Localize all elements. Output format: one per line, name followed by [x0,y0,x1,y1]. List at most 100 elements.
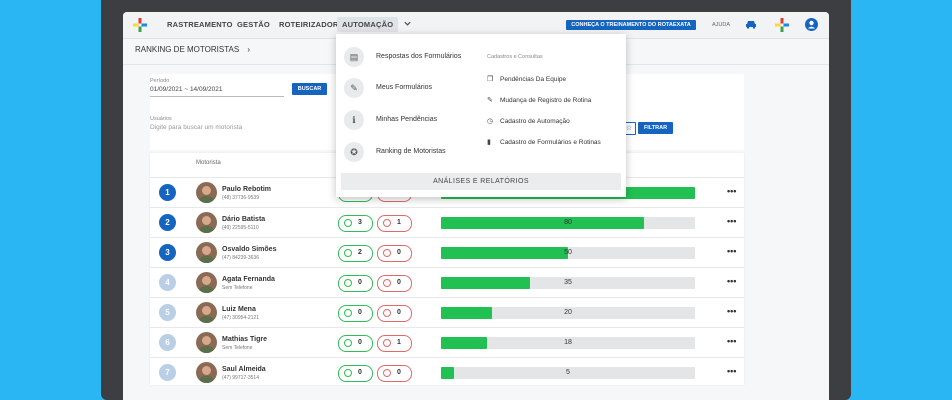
negative-events-pill[interactable]: 0 [377,245,412,262]
driver-name[interactable]: Paulo Rebotim [222,186,272,193]
page-title: RANKING DE MOTORISTAS [135,45,240,54]
driver-name[interactable]: Osvaldo Simões [222,246,277,253]
period-underline [150,96,284,97]
positive-events-pill[interactable]: 0 [338,275,373,292]
training-promo-button[interactable]: CONHEÇA O TREINAMENTO DO ROTAEXATA [566,20,696,30]
rank-badge: 5 [159,304,176,321]
negative-events-pill[interactable]: 1 [377,335,412,352]
rotaexata-logo-icon[interactable] [775,18,789,32]
positive-events-pill[interactable]: 0 [338,365,373,382]
driver-phone: (47) 30954-2121 [222,315,259,321]
score-value: 18 [564,339,572,346]
driver-phone: Sem Telefone [222,285,253,291]
positive-count: 0 [358,369,362,376]
score-bar-fill [441,307,492,319]
smile-icon [344,339,352,347]
frown-icon [383,279,391,287]
timer-icon: ◷ [487,118,494,125]
driver-avatar [196,212,217,233]
edit-icon: ✎ [487,97,493,104]
driver-name[interactable]: Saul Almeida [222,366,266,373]
info-document-icon: ℹ [344,110,364,130]
more-options-icon[interactable]: ••• [727,306,737,316]
positive-events-pill[interactable]: 0 [338,305,373,322]
nav-gestao[interactable]: GESTÃO [237,20,270,29]
positive-events-pill[interactable]: 0 [338,335,373,352]
score-bar: 35 [441,277,695,289]
more-options-icon[interactable]: ••• [727,336,737,346]
period-input[interactable]: 01/09/2021 ~ 14/09/2021 [150,86,223,93]
more-options-icon[interactable]: ••• [727,366,737,376]
menu-item-team-pending[interactable]: ❐ Pendências Da Equipe [487,76,567,83]
driver-avatar [196,272,217,293]
driver-phone: (48) 37736-9539 [222,195,259,201]
column-header-driver: Motorista [196,160,221,166]
driver-name[interactable]: Dário Batista [222,216,266,223]
rank-badge: 3 [159,244,176,261]
more-options-icon[interactable]: ••• [727,246,737,256]
score-value: 35 [564,279,572,286]
ranking-table: Motorista 1 Paulo Rebotim (48) 37736-9539 •… [150,153,744,385]
driver-avatar [196,362,217,383]
driver-name[interactable]: Mathias Tigre [222,336,267,343]
period-label: Período [150,78,170,84]
positive-count: 0 [358,279,362,286]
driver-name[interactable]: Agata Fernanda [222,276,275,283]
table-row[interactable]: 6 Mathias Tigre Sem Telefone 0 1 18 ••• [150,327,744,358]
analytics-reports-button[interactable]: ANÁLISES E RELATÓRIOS [341,173,621,190]
rank-badge: 6 [159,334,176,351]
menu-item-routine-change[interactable]: ✎ Mudança de Registro de Rotina [487,97,592,104]
menu-item-automation-register[interactable]: ◷ Cadastro de Automação [487,118,570,125]
negative-events-pill[interactable]: 0 [377,275,412,292]
rank-badge: 4 [159,274,176,291]
positive-events-pill[interactable]: 3 [338,215,373,232]
table-row[interactable]: 2 Dário Batista (49) 22595-5110 3 1 80 ••• [150,207,744,238]
smile-icon [344,279,352,287]
table-row[interactable]: 3 Osvaldo Simões (47) 84239-3636 2 0 50 ••• [150,237,744,268]
negative-events-pill[interactable]: 0 [377,365,412,382]
more-options-icon[interactable]: ••• [727,216,737,226]
car-icon[interactable] [745,20,757,29]
negative-count: 0 [397,249,401,256]
app-screen: RASTREAMENTO GESTÃO ROTEIRIZADOR AUTOMAÇ… [123,12,829,400]
positive-count: 0 [358,339,362,346]
automation-dropdown-menu: ▤ Respostas dos Formulários ✎ Meus Formu… [336,34,626,197]
user-avatar-icon[interactable] [805,18,818,31]
top-navigation-bar: RASTREAMENTO GESTÃO ROTEIRIZADOR AUTOMAÇ… [123,12,829,39]
frown-icon [383,369,391,377]
score-bar: 50 [441,247,695,259]
nav-roteirizador[interactable]: ROTEIRIZADOR [279,20,339,29]
more-options-icon[interactable]: ••• [727,186,737,196]
table-row[interactable]: 5 Luiz Mena (47) 30954-2121 0 0 20 ••• [150,297,744,328]
score-bar-fill [441,217,644,229]
form-edit-icon: ✎ [344,78,364,98]
file-icon: ▮ [487,139,491,146]
score-value: 20 [564,309,572,316]
driver-avatar [196,182,217,203]
driver-avatar [196,332,217,353]
score-bar: 18 [441,337,695,349]
copy-icon: ❐ [487,76,494,83]
driver-name[interactable]: Luiz Mena [222,306,256,313]
negative-events-pill[interactable]: 1 [377,215,412,232]
users-search-input[interactable]: Digite para buscar um motorista [150,124,243,131]
driver-phone: (47) 84239-3636 [222,255,259,261]
negative-events-pill[interactable]: 0 [377,305,412,322]
positive-events-pill[interactable]: 2 [338,245,373,262]
rotaexata-logo-icon[interactable] [133,18,147,32]
score-bar-fill [441,367,454,379]
table-row[interactable]: 7 Saul Almeida (47) 99717-3514 0 0 5 ••• [150,357,744,388]
menu-item-forms-register[interactable]: ▮ Cadastro de Formulários e Rotinas [487,139,601,146]
filter-button[interactable]: FILTRAR [638,122,673,134]
chevron-down-icon[interactable] [403,19,412,28]
score-bar-fill [441,277,530,289]
table-row[interactable]: 4 Agata Fernanda Sem Telefone 0 0 35 ••• [150,267,744,298]
frown-icon [383,249,391,257]
search-button[interactable]: BUSCAR [292,83,327,95]
driver-avatar [196,302,217,323]
help-link[interactable]: AJUDA [712,22,731,28]
nav-rastreamento[interactable]: RASTREAMENTO [167,20,233,29]
nav-automacao[interactable]: AUTOMAÇÃO [337,17,399,32]
more-options-icon[interactable]: ••• [727,276,737,286]
chevron-right-icon: › [247,45,251,54]
